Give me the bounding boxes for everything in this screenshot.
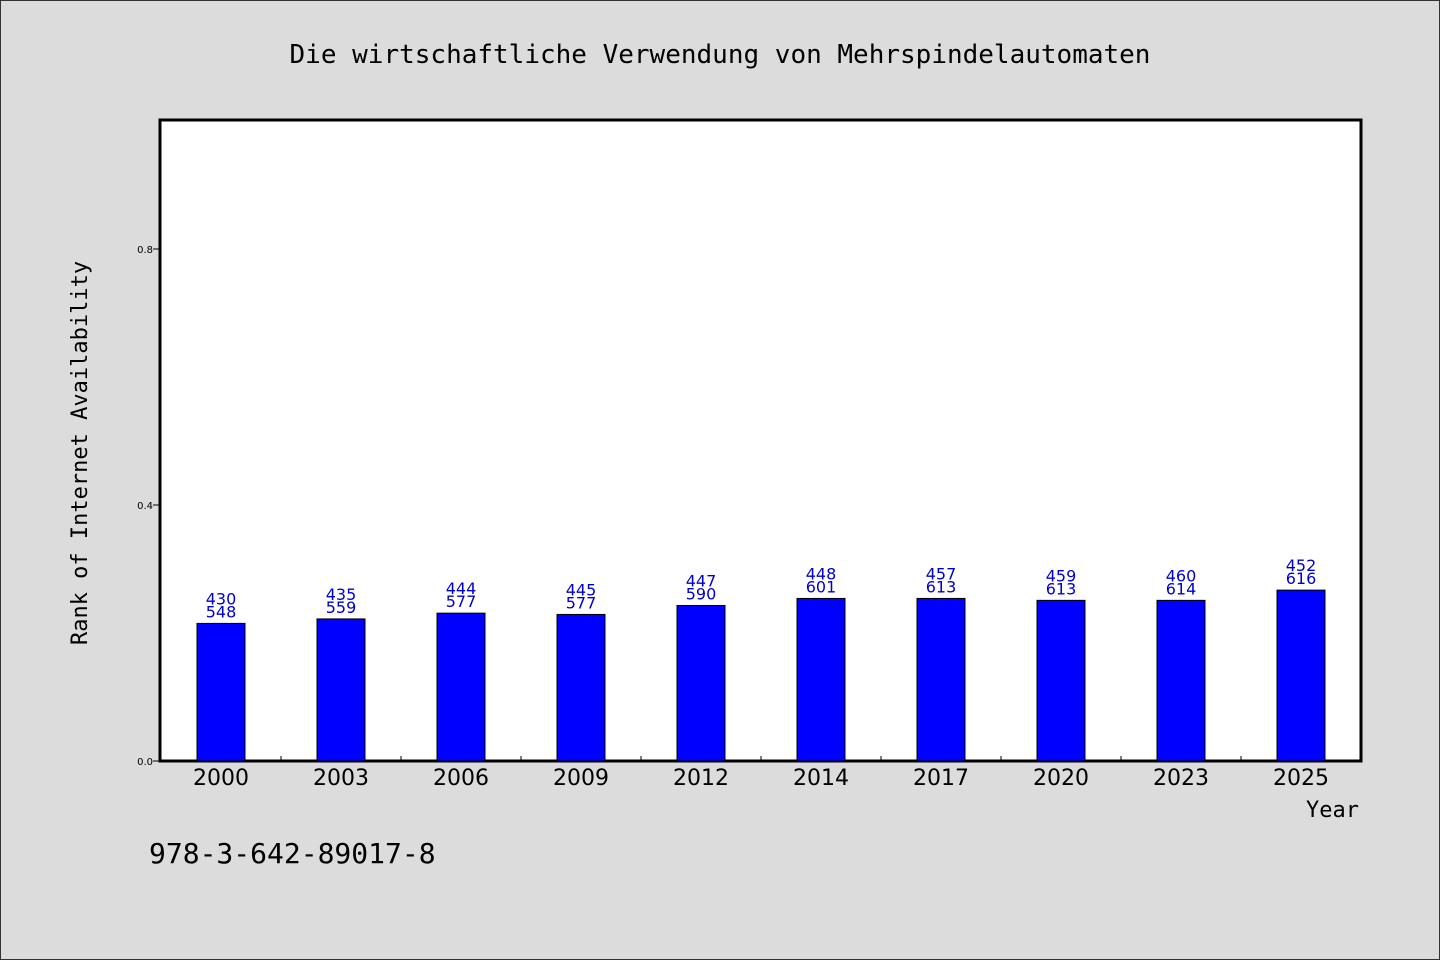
bar-data-label-lower: 613 <box>1046 579 1077 598</box>
bar-data-label-lower: 613 <box>926 577 957 596</box>
bar-data-label-upper: 447 <box>686 571 717 590</box>
bar <box>796 597 846 762</box>
x-tick-label: 2003 <box>313 766 369 791</box>
y-tick-label: 0.4 <box>137 501 153 512</box>
x-tick-label: 2020 <box>1033 766 1089 791</box>
bar <box>196 622 246 762</box>
x-tick-label: 2025 <box>1273 766 1329 791</box>
bar-data-label-lower: 590 <box>686 584 717 603</box>
x-axis-label: Year <box>1306 798 1359 823</box>
bar-data-label-upper: 445 <box>566 580 597 599</box>
chart-marks: 0.00.40.84305482000435559200344457720064… <box>137 245 1329 791</box>
x-tick-label: 2017 <box>913 766 969 791</box>
bar <box>556 613 606 762</box>
bar <box>676 604 726 762</box>
bar-data-label-upper: 430 <box>206 589 237 608</box>
x-tick-label: 2012 <box>673 766 729 791</box>
bar-data-label-lower: 548 <box>206 602 237 621</box>
bar <box>436 612 486 762</box>
bar-data-label-lower: 616 <box>1286 569 1317 588</box>
bar <box>1036 599 1086 762</box>
x-tick-label: 2006 <box>433 766 489 791</box>
bar <box>1276 589 1326 762</box>
bar-data-label-upper: 457 <box>926 564 957 583</box>
bar-data-label-upper: 435 <box>326 585 357 604</box>
y-axis-label: Rank of Internet Availability <box>68 261 93 645</box>
bar-data-label-upper: 444 <box>446 579 477 598</box>
bar-data-label-upper: 448 <box>806 564 837 583</box>
bar-data-label-lower: 559 <box>326 598 357 617</box>
footnote-isbn: 978-3-642-89017-8 <box>149 837 436 870</box>
bar-data-label-lower: 614 <box>1166 579 1197 598</box>
bar <box>916 597 966 762</box>
bar <box>1156 599 1206 762</box>
bar-data-label-upper: 459 <box>1046 566 1077 585</box>
y-tick-label: 0.0 <box>137 757 153 768</box>
bar-data-label-lower: 577 <box>566 593 597 612</box>
y-tick-label: 0.8 <box>137 245 153 256</box>
x-tick-label: 2000 <box>193 766 249 791</box>
bar-data-label-upper: 452 <box>1286 556 1317 575</box>
bar-data-label-lower: 577 <box>446 592 477 611</box>
x-tick-label: 2023 <box>1153 766 1209 791</box>
bar <box>316 618 366 762</box>
x-tick-label: 2009 <box>553 766 609 791</box>
x-tick-label: 2014 <box>793 766 849 791</box>
bar-data-label-lower: 601 <box>806 577 837 596</box>
chart-title: Die wirtschaftliche Verwendung von Mehrs… <box>290 40 1151 70</box>
bar-data-label-upper: 460 <box>1166 566 1197 585</box>
